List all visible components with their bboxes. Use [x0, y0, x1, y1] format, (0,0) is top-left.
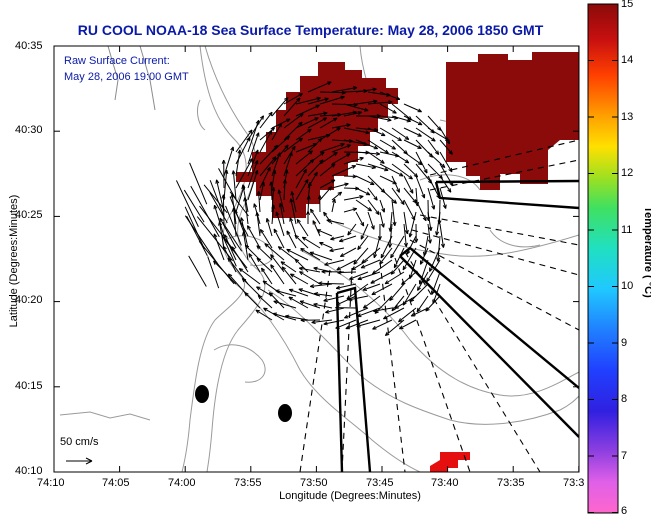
x-tick-label: 73:45 [366, 477, 394, 489]
y-tick-label: 40:20 [15, 294, 43, 306]
x-axis-label: Longitude (Degrees:Minutes) [279, 490, 421, 502]
station-dot [195, 385, 209, 403]
axis-ticks [53, 45, 580, 473]
y-tick-label: 40:35 [15, 40, 43, 52]
scale-arrow [66, 457, 93, 465]
legend-line-2: May 28, 2006 19:00 GMT [64, 71, 189, 83]
colorbar-tick-label: 14 [621, 54, 634, 66]
colorbar-tick-label: 7 [621, 450, 628, 462]
colorbar [587, 3, 619, 514]
x-tick-label: 74:00 [168, 477, 196, 489]
legend-line-1: Raw Surface Current: [64, 55, 170, 67]
colorbar-tick-label: 12 [621, 167, 634, 179]
colorbar-label: Temperature ( °C) [642, 206, 651, 298]
x-tick-label: 73:50 [300, 477, 328, 489]
x-tick-label: 74:10 [37, 477, 65, 489]
x-tick-label: 73:55 [234, 477, 262, 489]
x-tick-label: 73:3 [563, 477, 585, 489]
y-tick-label: 40:15 [15, 380, 43, 392]
colorbar-tick-label: 15 [621, 0, 634, 10]
sst-patch-main [236, 62, 398, 218]
x-tick-label: 73:40 [431, 477, 459, 489]
colorbar-tick-label: 10 [621, 280, 634, 292]
sst-patch-hot [430, 452, 470, 472]
sst-patches [236, 52, 579, 472]
station-dot [278, 404, 292, 422]
coast-lines [107, 46, 156, 111]
colorbar-ticks [588, 3, 618, 513]
y-tick-label: 40:10 [15, 465, 43, 477]
colorbar-tick-label: 8 [621, 393, 628, 405]
colorbar-tick-label: 6 [621, 505, 628, 517]
y-axis-label: Latitude (Degrees:Minutes) [8, 194, 20, 328]
sst-patch-east [446, 52, 579, 190]
map-title: RU COOL NOAA-18 Sea Surface Temperature:… [77, 22, 544, 38]
x-tick-label: 74:05 [102, 477, 130, 489]
scale-label: 50 cm/s [60, 436, 99, 448]
current-vectors [175, 81, 454, 337]
colorbar-tick-label: 13 [621, 111, 634, 123]
y-tick-label: 40:25 [15, 209, 43, 221]
y-tick-label: 40:30 [15, 124, 43, 136]
x-tick-label: 73:35 [497, 477, 525, 489]
colorbar-tick-label: 9 [621, 337, 628, 349]
dashed-lines [299, 139, 579, 472]
colorbar-tick-label: 11 [621, 224, 633, 236]
